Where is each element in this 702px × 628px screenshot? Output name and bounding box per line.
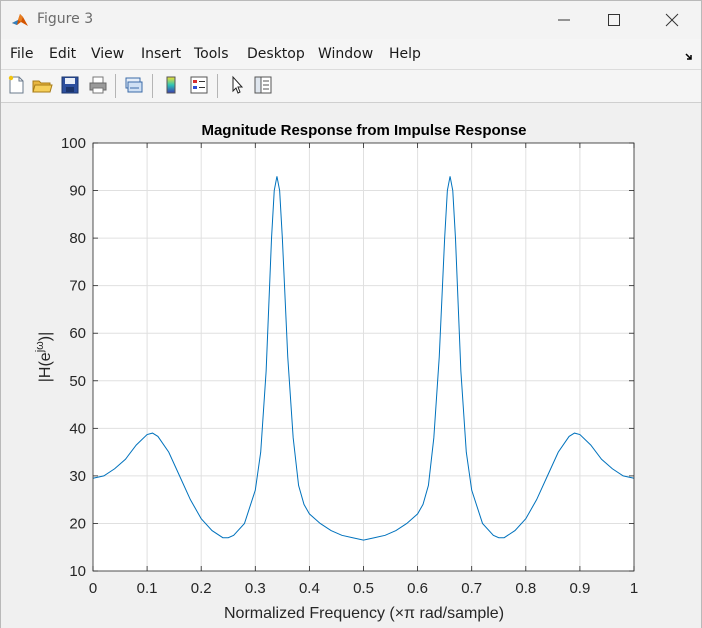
grid <box>93 143 634 571</box>
link-plot-icon[interactable] <box>123 74 145 96</box>
x-tick-label: 0.9 <box>569 580 590 597</box>
x-tick-label: 0.4 <box>299 580 320 597</box>
y-tick-label: 100 <box>61 135 86 152</box>
y-tick-label: 30 <box>69 468 86 485</box>
menu-window[interactable]: Window <box>318 46 374 62</box>
x-tick-label: 0.2 <box>191 580 212 597</box>
x-tick-label: 0.3 <box>245 580 266 597</box>
x-tick-labels: 0 0.1 0.2 0.3 0.4 0.5 0.6 0.7 0.8 0.9 1 <box>89 580 638 597</box>
toolbar <box>1 70 701 103</box>
legend-icon[interactable] <box>188 74 210 96</box>
matlab-icon <box>11 11 29 29</box>
minimize-icon <box>558 19 570 21</box>
x-tick-label: 0.6 <box>407 580 428 597</box>
y-tick-label: 40 <box>69 420 86 437</box>
toolbar-separator <box>217 74 218 98</box>
menu-file[interactable]: File <box>10 46 34 62</box>
figure-canvas: 0 0.1 0.2 0.3 0.4 0.5 0.6 0.7 0.8 0.9 1 10 20 30 40 50… <box>1 103 701 628</box>
y-tick-label: 10 <box>69 563 86 580</box>
maximize-button[interactable] <box>591 1 637 39</box>
toolbar-separator <box>152 74 153 98</box>
pointer-icon[interactable] <box>226 74 248 96</box>
y-tick-label: 70 <box>69 278 86 295</box>
menu-bar: File Edit View Insert Tools Desktop Wind… <box>1 39 701 70</box>
toolbar-separator <box>115 74 116 98</box>
y-axis-label-superscript: jω <box>34 341 46 353</box>
menu-tools[interactable]: Tools <box>194 46 229 62</box>
new-figure-icon[interactable] <box>5 74 27 96</box>
chart: 0 0.1 0.2 0.3 0.4 0.5 0.6 0.7 0.8 0.9 1 10 20 30 40 50… <box>34 122 638 622</box>
close-icon <box>665 13 679 27</box>
y-tick-label: 50 <box>69 373 86 390</box>
x-tick-label: 0 <box>89 580 97 597</box>
save-icon[interactable] <box>59 74 81 96</box>
tick-marks <box>92 142 635 572</box>
open-file-icon[interactable] <box>31 74 53 96</box>
y-axis-label-end: )| <box>37 332 54 341</box>
y-tick-label: 80 <box>69 230 86 247</box>
close-button[interactable] <box>649 1 695 39</box>
title-bar[interactable]: Figure 3 <box>1 1 701 39</box>
menu-desktop[interactable]: Desktop <box>247 46 305 62</box>
maximize-icon <box>608 14 620 26</box>
menu-view[interactable]: View <box>91 46 125 62</box>
x-tick-label: 1 <box>630 580 638 597</box>
y-tick-label: 20 <box>69 515 86 532</box>
x-tick-label: 0.7 <box>461 580 482 597</box>
window-title: Figure 3 <box>37 11 94 27</box>
menu-help[interactable]: Help <box>389 46 421 62</box>
menu-edit[interactable]: Edit <box>49 46 77 62</box>
x-axis-label: Normalized Frequency (×π rad/sample) <box>224 605 504 622</box>
x-tick-label: 0.5 <box>353 580 374 597</box>
x-tick-label: 0.1 <box>137 580 158 597</box>
y-tick-labels: 10 20 30 40 50 60 70 80 90 100 <box>61 135 86 580</box>
print-icon[interactable] <box>87 74 109 96</box>
y-tick-label: 60 <box>69 325 86 342</box>
y-axis-label-base: |H(e <box>37 352 54 382</box>
x-tick-label: 0.8 <box>515 580 536 597</box>
minimize-button[interactable] <box>541 1 587 39</box>
dock-arrow-icon[interactable] <box>685 47 695 66</box>
series-line <box>92 176 635 541</box>
y-axis-label: |H(ejω)| <box>34 332 54 382</box>
y-tick-label: 90 <box>69 183 86 200</box>
colorbar-icon[interactable] <box>160 74 182 96</box>
chart-title: Magnitude Response from Impulse Response <box>201 122 526 139</box>
menu-insert[interactable]: Insert <box>141 46 182 62</box>
property-inspector-icon[interactable] <box>252 74 274 96</box>
